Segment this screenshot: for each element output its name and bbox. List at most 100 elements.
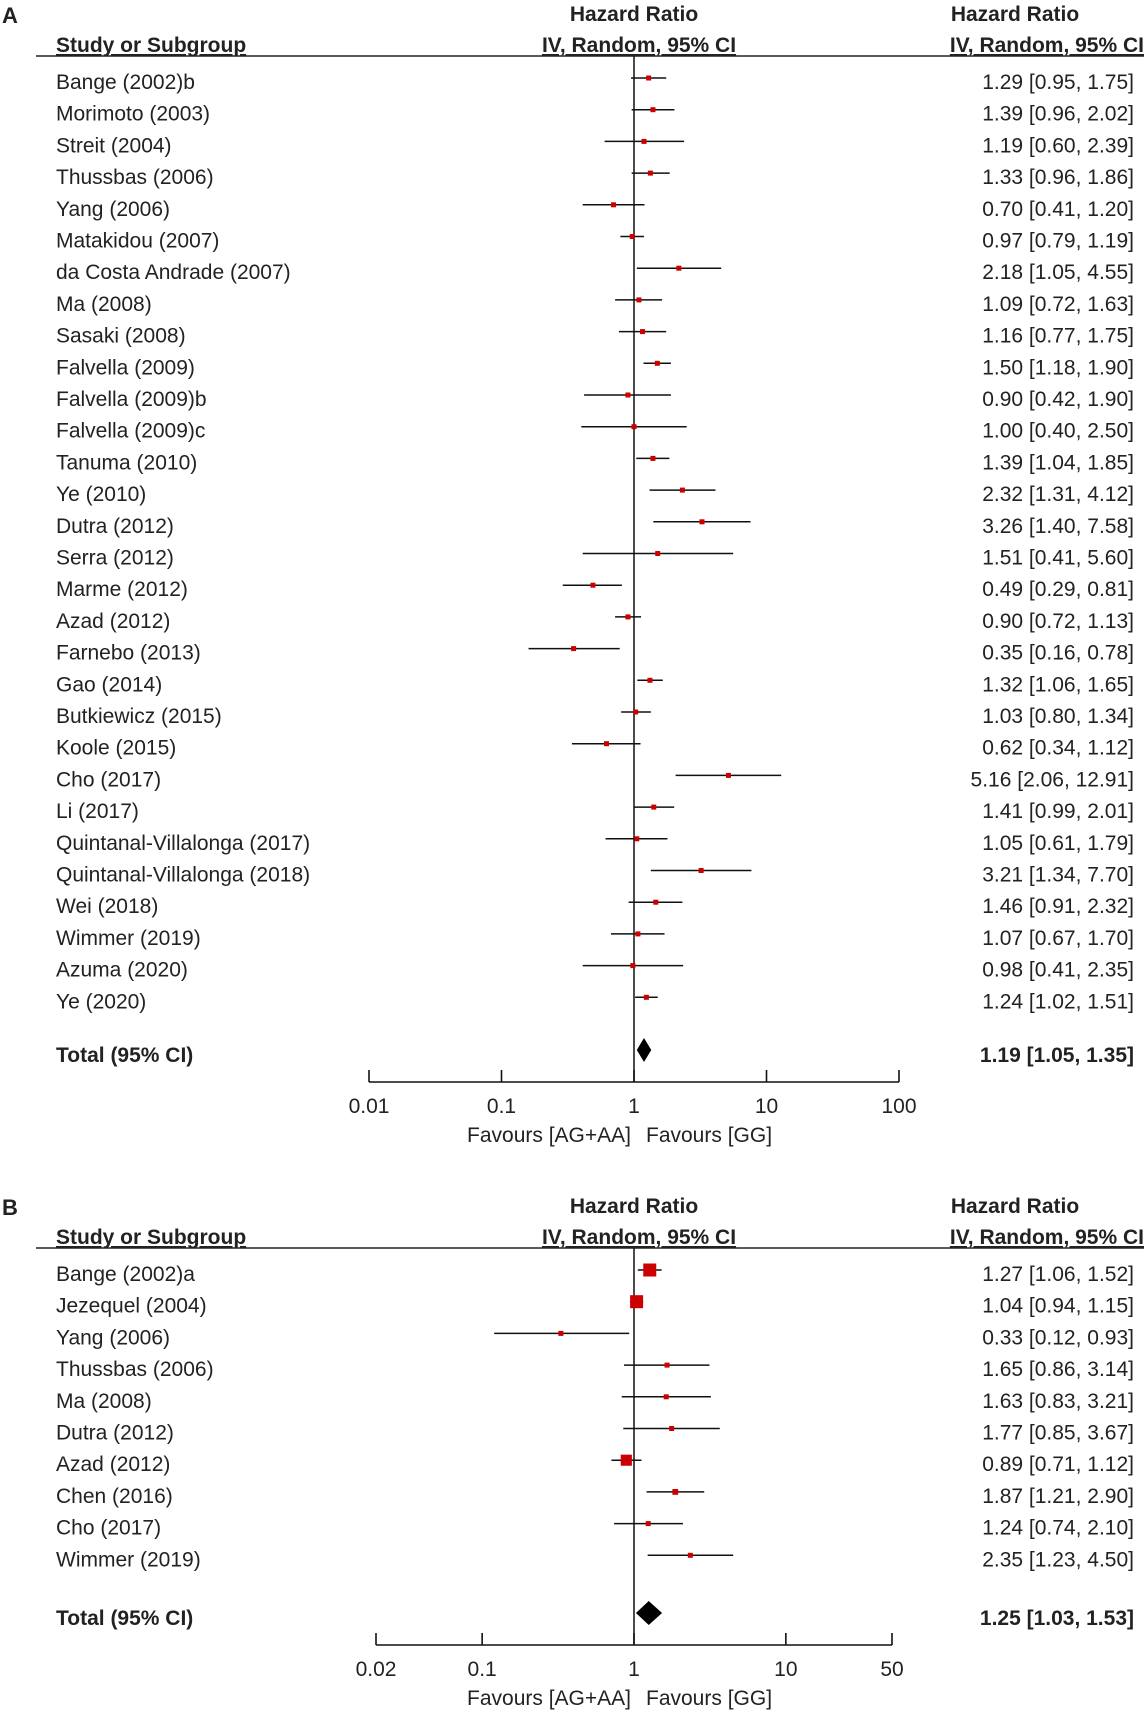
point-estimate-marker bbox=[647, 170, 653, 176]
study-estimate: 0.89 [0.71, 1.12] bbox=[982, 1453, 1134, 1476]
study-estimate: 1.50 [1.18, 1.90] bbox=[982, 356, 1134, 379]
study-estimate: 0.90 [0.72, 1.13] bbox=[982, 610, 1134, 633]
study-name: Cho (2017) bbox=[56, 1517, 161, 1540]
panel-label: A bbox=[2, 3, 18, 28]
study-name: Ye (2010) bbox=[56, 483, 146, 506]
study-row: Quintanal-Villalonga (2018) 3.21 [1.34, 7… bbox=[56, 864, 1134, 887]
study-estimate: 0.49 [0.29, 0.81] bbox=[982, 578, 1134, 601]
study-row: Falvella (2009)c 1.00 [0.40, 2.50] bbox=[56, 420, 1134, 443]
study-name: Bange (2002)a bbox=[56, 1263, 195, 1286]
total-estimate: 1.19 [1.05, 1.35] bbox=[980, 1044, 1134, 1067]
plot-column-subheader: IV, Random, 95% CI bbox=[542, 34, 736, 57]
study-estimate: 0.33 [0.12, 0.93] bbox=[982, 1326, 1134, 1349]
value-column-header: Hazard Ratio bbox=[951, 1195, 1079, 1218]
study-row: Sasaki (2008) 1.16 [0.77, 1.75] bbox=[56, 325, 1134, 348]
point-estimate-marker bbox=[631, 424, 637, 430]
study-row: Bange (2002)a 1.27 [1.06, 1.52] bbox=[56, 1263, 1134, 1286]
study-estimate: 1.00 [0.40, 2.50] bbox=[982, 420, 1134, 443]
study-estimate: 2.18 [1.05, 4.55] bbox=[982, 261, 1134, 284]
value-column-header: Hazard Ratio bbox=[951, 3, 1079, 26]
pooled-estimate-diamond bbox=[635, 1601, 663, 1625]
study-estimate: 1.46 [0.91, 2.32] bbox=[982, 895, 1134, 918]
plot-column-header: Hazard Ratio bbox=[570, 3, 698, 26]
point-estimate-marker bbox=[590, 582, 596, 588]
point-estimate-marker bbox=[654, 360, 660, 366]
study-estimate: 1.65 [0.86, 3.14] bbox=[982, 1358, 1134, 1381]
study-estimate: 0.35 [0.16, 0.78] bbox=[982, 642, 1134, 665]
study-name: Yang (2006) bbox=[56, 198, 170, 221]
study-estimate: 1.39 [0.96, 2.02] bbox=[982, 103, 1134, 126]
point-estimate-marker bbox=[634, 836, 640, 842]
study-row: Marme (2012) 0.49 [0.29, 0.81] bbox=[56, 578, 1134, 601]
study-estimate: 0.98 [0.41, 2.35] bbox=[982, 959, 1134, 982]
point-estimate-marker bbox=[655, 551, 661, 556]
study-row: Azuma (2020) 0.98 [0.41, 2.35] bbox=[56, 959, 1134, 982]
study-name: Azuma (2020) bbox=[56, 959, 188, 982]
study-row: Wei (2018) 1.46 [0.91, 2.32] bbox=[56, 895, 1134, 918]
point-estimate-marker bbox=[687, 1552, 693, 1558]
total-label: Total (95% CI) bbox=[56, 1044, 193, 1067]
study-name: Thussbas (2006) bbox=[56, 1358, 214, 1381]
study-row: Streit (2004) 1.19 [0.60, 2.39] bbox=[56, 134, 1134, 157]
point-estimate-marker bbox=[641, 138, 647, 144]
study-row: Butkiewicz (2015) 1.03 [0.80, 1.34] bbox=[56, 705, 1134, 728]
plot-column-header: Hazard Ratio bbox=[570, 1195, 698, 1218]
point-estimate-marker bbox=[571, 646, 577, 652]
total-estimate: 1.25 [1.03, 1.53] bbox=[980, 1607, 1134, 1630]
study-estimate: 0.62 [0.34, 1.12] bbox=[982, 737, 1134, 760]
point-estimate-marker bbox=[635, 931, 641, 937]
study-estimate: 1.87 [1.21, 2.90] bbox=[982, 1485, 1134, 1508]
study-row: Bange (2002)b 1.29 [0.95, 1.75] bbox=[56, 71, 1134, 94]
study-name: Chen (2016) bbox=[56, 1485, 173, 1508]
study-name: Koole (2015) bbox=[56, 737, 176, 760]
pooled-estimate-diamond bbox=[636, 1038, 652, 1062]
study-name: Dutra (2012) bbox=[56, 515, 174, 538]
study-estimate: 1.03 [0.80, 1.34] bbox=[982, 705, 1134, 728]
study-estimate: 1.05 [0.61, 1.79] bbox=[982, 832, 1134, 855]
study-name: Tanuma (2010) bbox=[56, 451, 197, 474]
favours-right-label: Favours [GG] bbox=[646, 1124, 772, 1147]
study-estimate: 1.41 [0.99, 2.01] bbox=[982, 800, 1134, 823]
panel-label: B bbox=[2, 1195, 18, 1220]
point-estimate-marker bbox=[643, 1263, 657, 1277]
x-tick-label: 0.1 bbox=[468, 1658, 497, 1681]
study-row: Ye (2010) 2.32 [1.31, 4.12] bbox=[56, 483, 1134, 506]
point-estimate-marker bbox=[620, 1454, 632, 1466]
study-estimate: 5.16 [2.06, 12.91] bbox=[971, 768, 1134, 791]
study-name: Butkiewicz (2015) bbox=[56, 705, 222, 728]
study-name: Farnebo (2013) bbox=[56, 642, 201, 665]
point-estimate-marker bbox=[650, 455, 656, 461]
x-tick-label: 10 bbox=[755, 1095, 778, 1118]
x-tick-label: 10 bbox=[774, 1658, 797, 1681]
study-estimate: 1.33 [0.96, 1.86] bbox=[982, 166, 1134, 189]
study-row: Ma (2008) 1.09 [0.72, 1.63] bbox=[56, 293, 1134, 316]
study-column-header: Study or Subgroup bbox=[56, 34, 246, 57]
study-estimate: 1.24 [1.02, 1.51] bbox=[982, 990, 1134, 1013]
point-estimate-marker bbox=[625, 614, 631, 620]
study-estimate: 1.07 [0.67, 1.70] bbox=[982, 927, 1134, 950]
study-name: Wei (2018) bbox=[56, 895, 158, 918]
study-name: Yang (2006) bbox=[56, 1326, 170, 1349]
x-axis: 0.02 0.1 1 10 50 Favours [AG+AA] Favours [GG] bbox=[356, 1633, 904, 1710]
point-estimate-marker bbox=[664, 1362, 670, 1368]
study-estimate: 1.09 [0.72, 1.63] bbox=[982, 293, 1134, 316]
study-estimate: 1.63 [0.83, 3.21] bbox=[982, 1390, 1134, 1413]
point-estimate-marker bbox=[676, 265, 682, 271]
study-column-header: Study or Subgroup bbox=[56, 1226, 246, 1249]
favours-left-label: Favours [AG+AA] bbox=[467, 1124, 631, 1147]
study-estimate: 1.16 [0.77, 1.75] bbox=[982, 325, 1134, 348]
x-tick-label: 0.02 bbox=[356, 1658, 397, 1681]
study-name: Gao (2014) bbox=[56, 673, 162, 696]
point-estimate-marker bbox=[633, 709, 639, 715]
study-name: Falvella (2009) bbox=[56, 356, 195, 379]
study-name: Falvella (2009)b bbox=[56, 388, 207, 411]
study-estimate: 1.39 [1.04, 1.85] bbox=[982, 451, 1134, 474]
point-estimate-marker bbox=[645, 1521, 651, 1527]
x-axis: 0.01 0.1 1 10 100 Favours [AG+AA] Favours [GG] bbox=[349, 1070, 917, 1147]
study-row: Koole (2015) 0.62 [0.34, 1.12] bbox=[56, 737, 1134, 760]
study-row: Wimmer (2019) 1.07 [0.67, 1.70] bbox=[56, 927, 1134, 950]
total-row: Total (95% CI) 1.19 [1.05, 1.35] bbox=[56, 1038, 1134, 1067]
x-tick-label: 0.01 bbox=[349, 1095, 390, 1118]
point-estimate-marker bbox=[698, 868, 704, 873]
